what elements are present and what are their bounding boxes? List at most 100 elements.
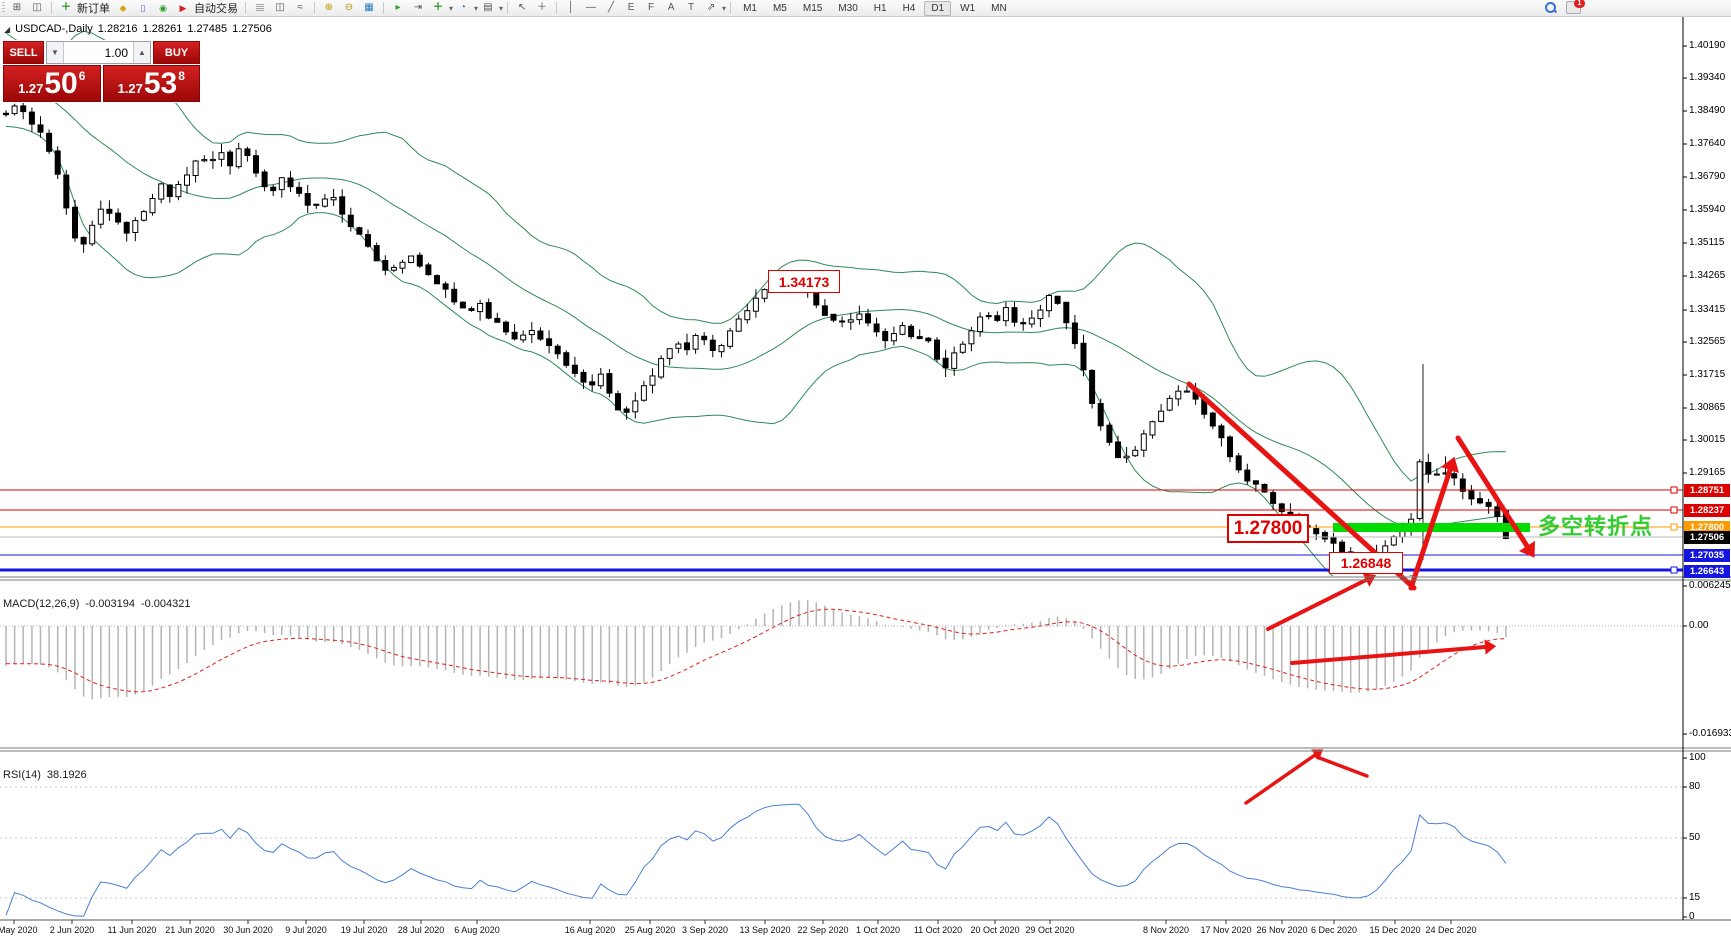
price-axis-label: 1.29165 [1689, 467, 1726, 478]
date-axis-label: 9 Jul 2020 [285, 925, 327, 935]
fibonacci-icon[interactable]: F [647, 2, 655, 13]
indicators-dropdown-icon[interactable]: ▾ [449, 3, 454, 13]
toolbar-separator [383, 2, 384, 14]
timeframe-button-d1[interactable]: D1 [924, 0, 952, 16]
price-axis-label: 1.38490 [1689, 105, 1726, 116]
lot-size-control: ▼ 1.00 ▲ [46, 41, 151, 64]
new-order-icon[interactable]: ＋ [61, 2, 71, 13]
chart-profiles-icon[interactable]: ◫ [32, 2, 42, 13]
timeframe-button-w1[interactable]: W1 [960, 2, 976, 14]
timeframe-button-m5[interactable]: M5 [772, 2, 787, 14]
timeframe-button-h1[interactable]: H1 [873, 2, 887, 14]
macd-name: MACD(12,26,9) [3, 598, 80, 610]
indicators-icon[interactable]: ＋ [433, 2, 443, 13]
rsi-scale-label: 50 [1689, 832, 1701, 843]
date-axis-label: 26 Nov 2020 [1256, 925, 1308, 935]
macd-scale-label: 0.00 [1689, 620, 1709, 631]
date-axis-label: 29 Oct 2020 [1025, 925, 1075, 935]
price-axis-label: 1.34265 [1689, 270, 1726, 281]
auto-trading-icon[interactable]: ▶ [179, 2, 187, 13]
bar-chart-icon[interactable]: 𝄙 [256, 2, 264, 13]
date-axis-label: 13 Sep 2020 [739, 925, 791, 935]
macd-scale-label: -0.016933 [1689, 728, 1731, 739]
chart-info-line: ◢ USDCAD-,Daily 1.28216 1.28261 1.27485 1.275… [4, 23, 277, 35]
zoom-out-icon[interactable]: ⊖ [344, 2, 354, 13]
price-annotation-label[interactable]: 1.27800 [1227, 514, 1309, 543]
date-axis-label: 6 Aug 2020 [454, 925, 500, 935]
new-chart-icon[interactable]: ⊞ [12, 2, 22, 13]
macd-indicator-label: MACD(12,26,9) -0.003194 -0.004321 [3, 598, 197, 610]
arrows-dropdown-icon[interactable]: ▾ [722, 3, 727, 13]
auto-scroll-icon[interactable]: ▸ [395, 2, 401, 13]
date-axis-label: 16 Aug 2020 [564, 925, 616, 935]
rsi-indicator-label: RSI(14) 38.1926 [3, 769, 93, 781]
date-axis-label: 2 Jun 2020 [49, 925, 95, 935]
rsi-panel-area[interactable] [0, 750, 1683, 920]
vertical-line-icon[interactable]: │ [567, 2, 575, 13]
text-label-tool-icon[interactable]: T [687, 2, 695, 13]
buy-price-box[interactable]: 1.27 53 8 [102, 65, 200, 102]
candlestick-chart-icon[interactable]: ◫ [275, 2, 285, 13]
signal-icon[interactable]: ◉ [159, 2, 167, 13]
macd-main-value: -0.003194 [85, 598, 135, 610]
high-value: 1.28261 [142, 23, 183, 35]
price-axis-label: 1.37640 [1689, 138, 1726, 149]
macd-scale-label: 0.006245 [1689, 580, 1731, 591]
lot-size-input[interactable]: 1.00 [104, 45, 128, 60]
timeframe-button-m30[interactable]: M30 [838, 2, 858, 14]
timeframe-button-m1[interactable]: M1 [743, 2, 757, 14]
price-axis-badge: 1.26643 [1684, 564, 1730, 578]
sell-button[interactable]: SELL [3, 41, 44, 64]
price-axis-label: 1.31715 [1689, 369, 1726, 380]
cursor-icon[interactable]: ↖ [517, 2, 527, 13]
horizontal-line-icon[interactable]: — [586, 2, 597, 13]
crosshair-icon[interactable]: ＋ [537, 2, 548, 13]
search-icon[interactable] [1545, 2, 1558, 14]
new-order-button[interactable]: 新订单 [77, 3, 110, 15]
timeframe-button-m15[interactable]: M15 [802, 2, 823, 14]
rsi-scale-label: 80 [1689, 781, 1701, 792]
lot-decrease-button[interactable]: ▼ [47, 42, 64, 63]
arrows-tool-icon[interactable]: ⇗ [706, 2, 716, 13]
market-watch-icon[interactable]: ◆ [119, 2, 127, 13]
date-axis-label: 30 Jun 2020 [223, 925, 273, 935]
text-tool-icon[interactable]: A [667, 2, 675, 13]
zoom-in-icon[interactable]: ⊕ [324, 2, 334, 13]
bid-main-digits: 50 [44, 66, 78, 100]
macd-panel-area[interactable] [0, 580, 1683, 747]
periods-icon[interactable]: ◔ [459, 2, 467, 13]
templates-icon[interactable]: ▤ [483, 2, 493, 13]
date-axis-label: 17 Nov 2020 [1200, 925, 1252, 935]
date-axis-label: 21 Jun 2020 [165, 925, 215, 935]
bid-pip-digit: 6 [78, 69, 86, 83]
buy-button[interactable]: BUY [153, 41, 200, 64]
timeframe-button-mn[interactable]: MN [991, 2, 1007, 14]
tile-windows-icon[interactable]: ▦ [364, 2, 374, 13]
data-window-icon[interactable]: ▯ [140, 2, 146, 13]
notifications-icon[interactable]: 1 [1566, 0, 1585, 14]
lot-increase-button[interactable]: ▲ [133, 42, 150, 63]
price-axis-label: 1.35115 [1689, 237, 1725, 248]
periods-dropdown-icon[interactable]: ▾ [474, 3, 479, 13]
line-chart-icon[interactable]: ≈ [297, 2, 303, 13]
price-axis-badge: 1.27506 [1684, 530, 1730, 544]
bid-prefix: 1.27 [18, 81, 44, 96]
price-chart-area[interactable] [0, 17, 1683, 576]
date-axis-label: 25 Aug 2020 [624, 925, 676, 935]
toolbar: ⊞ ◫ ＋ 新订单 ◆ ▯ ◉ ▶ 自动交易 𝄙 ◫ ≈ ⊕ ⊖ ▦ ▸ ⇥ ＋… [0, 0, 1731, 17]
chart-shift-icon[interactable]: ⇥ [413, 2, 423, 13]
ask-pip-digit: 8 [178, 69, 185, 83]
toolbar-right: 1 [1545, 0, 1585, 14]
timeframe-button-h4[interactable]: H4 [902, 2, 916, 14]
equidistant-channel-icon[interactable]: E [627, 2, 635, 13]
templates-dropdown-icon[interactable]: ▾ [499, 3, 504, 13]
price-axis-label: 1.32565 [1689, 336, 1726, 347]
trendline-icon[interactable]: ╱ [608, 2, 615, 13]
toolbar-separator [245, 2, 246, 14]
turning-point-annotation: 多空转折点 [1538, 514, 1654, 539]
price-annotation-label[interactable]: 1.26848 [1329, 552, 1403, 574]
auto-trading-button[interactable]: 自动交易 [194, 3, 238, 15]
sell-price-box[interactable]: 1.27 50 6 [3, 65, 101, 102]
price-annotation-label[interactable]: 1.34173 [768, 270, 840, 293]
